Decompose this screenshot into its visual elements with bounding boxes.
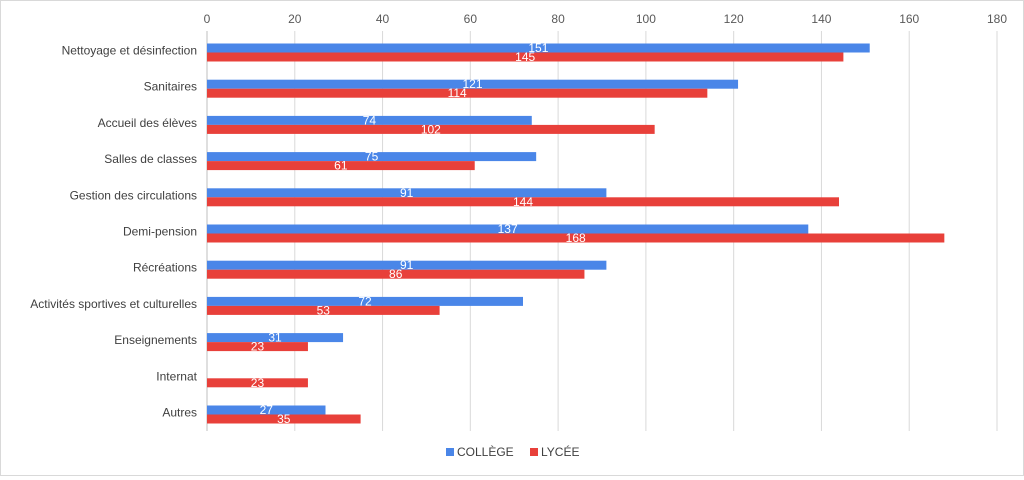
data-labels: 1511451211147410275619114413716891867253… bbox=[251, 41, 586, 426]
bar-college bbox=[207, 260, 607, 270]
category-label: Accueil des élèves bbox=[98, 116, 197, 130]
bar-lycee bbox=[207, 124, 655, 134]
x-tick-label: 140 bbox=[811, 12, 831, 26]
data-label: 102 bbox=[421, 122, 441, 136]
bar-college bbox=[207, 405, 326, 415]
bar-college bbox=[207, 115, 532, 125]
bars bbox=[207, 43, 945, 424]
category-label: Enseignements bbox=[114, 333, 197, 347]
x-tick-label: 180 bbox=[987, 12, 1007, 26]
category-label: Salles de classes bbox=[104, 152, 197, 166]
data-label: 23 bbox=[251, 376, 265, 390]
x-tick-label: 80 bbox=[551, 12, 565, 26]
bar-lycee bbox=[207, 378, 308, 388]
bar-lycee bbox=[207, 88, 708, 98]
category-label: Autres bbox=[162, 406, 197, 420]
bar-lycee bbox=[207, 52, 844, 62]
bar-lycee bbox=[207, 305, 440, 315]
x-tick-label: 120 bbox=[724, 12, 744, 26]
bar-college bbox=[207, 333, 344, 343]
bar-college bbox=[207, 43, 870, 53]
data-label: 72 bbox=[358, 294, 372, 308]
category-label: Sanitaires bbox=[144, 80, 197, 94]
data-label: 23 bbox=[251, 340, 265, 354]
bar-college bbox=[207, 296, 523, 306]
data-label: 168 bbox=[566, 231, 586, 245]
data-label: 91 bbox=[400, 186, 414, 200]
legend: COLLÈGE LYCÉE bbox=[446, 444, 579, 459]
data-label: 145 bbox=[515, 50, 535, 64]
bar-college bbox=[207, 79, 739, 89]
data-label: 27 bbox=[260, 403, 274, 417]
data-label: 114 bbox=[448, 86, 467, 100]
bar-lycee bbox=[207, 233, 945, 243]
x-tick-label: 100 bbox=[636, 12, 656, 26]
x-tick-label: 20 bbox=[288, 12, 302, 26]
category-label: Nettoyage et désinfection bbox=[62, 44, 197, 58]
x-tick-label: 60 bbox=[464, 12, 478, 26]
category-label: Demi-pension bbox=[123, 225, 197, 239]
bar-lycee bbox=[207, 414, 361, 424]
x-tick-label: 40 bbox=[376, 12, 390, 26]
data-label: 74 bbox=[363, 113, 377, 127]
data-label: 91 bbox=[400, 258, 414, 272]
bar-college bbox=[207, 188, 607, 198]
x-tick-label: 0 bbox=[204, 12, 211, 26]
category-label: Gestion des circulations bbox=[70, 188, 197, 202]
category-label: Activités sportives et culturelles bbox=[30, 297, 197, 311]
legend-label-college: COLLÈGE bbox=[457, 444, 514, 459]
data-label: 61 bbox=[334, 159, 348, 173]
legend-swatch-college bbox=[446, 448, 454, 456]
data-label: 121 bbox=[463, 77, 483, 91]
category-labels: Nettoyage et désinfection Sanitaires Accue… bbox=[30, 44, 197, 420]
bar-college bbox=[207, 224, 809, 234]
data-label: 151 bbox=[528, 41, 548, 55]
data-label: 35 bbox=[277, 412, 291, 426]
data-label: 75 bbox=[365, 150, 379, 164]
x-tick-label: 160 bbox=[899, 12, 919, 26]
data-label: 53 bbox=[317, 303, 331, 317]
data-label: 31 bbox=[268, 331, 282, 345]
axis: 0 20 40 60 80 100 120 140 160 180 bbox=[204, 12, 1007, 431]
bar-lycee bbox=[207, 342, 308, 352]
data-label: 144 bbox=[513, 195, 533, 209]
legend-label-lycee: LYCÉE bbox=[541, 444, 579, 459]
bar-lycee bbox=[207, 269, 585, 279]
bar-lycee bbox=[207, 197, 839, 207]
bar-lycee bbox=[207, 161, 475, 171]
category-label: Internat bbox=[156, 369, 197, 383]
category-label: Récréations bbox=[133, 261, 197, 275]
data-label: 137 bbox=[498, 222, 518, 236]
bar-college bbox=[207, 152, 537, 162]
legend-swatch-lycee bbox=[530, 448, 538, 456]
data-label: 86 bbox=[389, 267, 403, 281]
